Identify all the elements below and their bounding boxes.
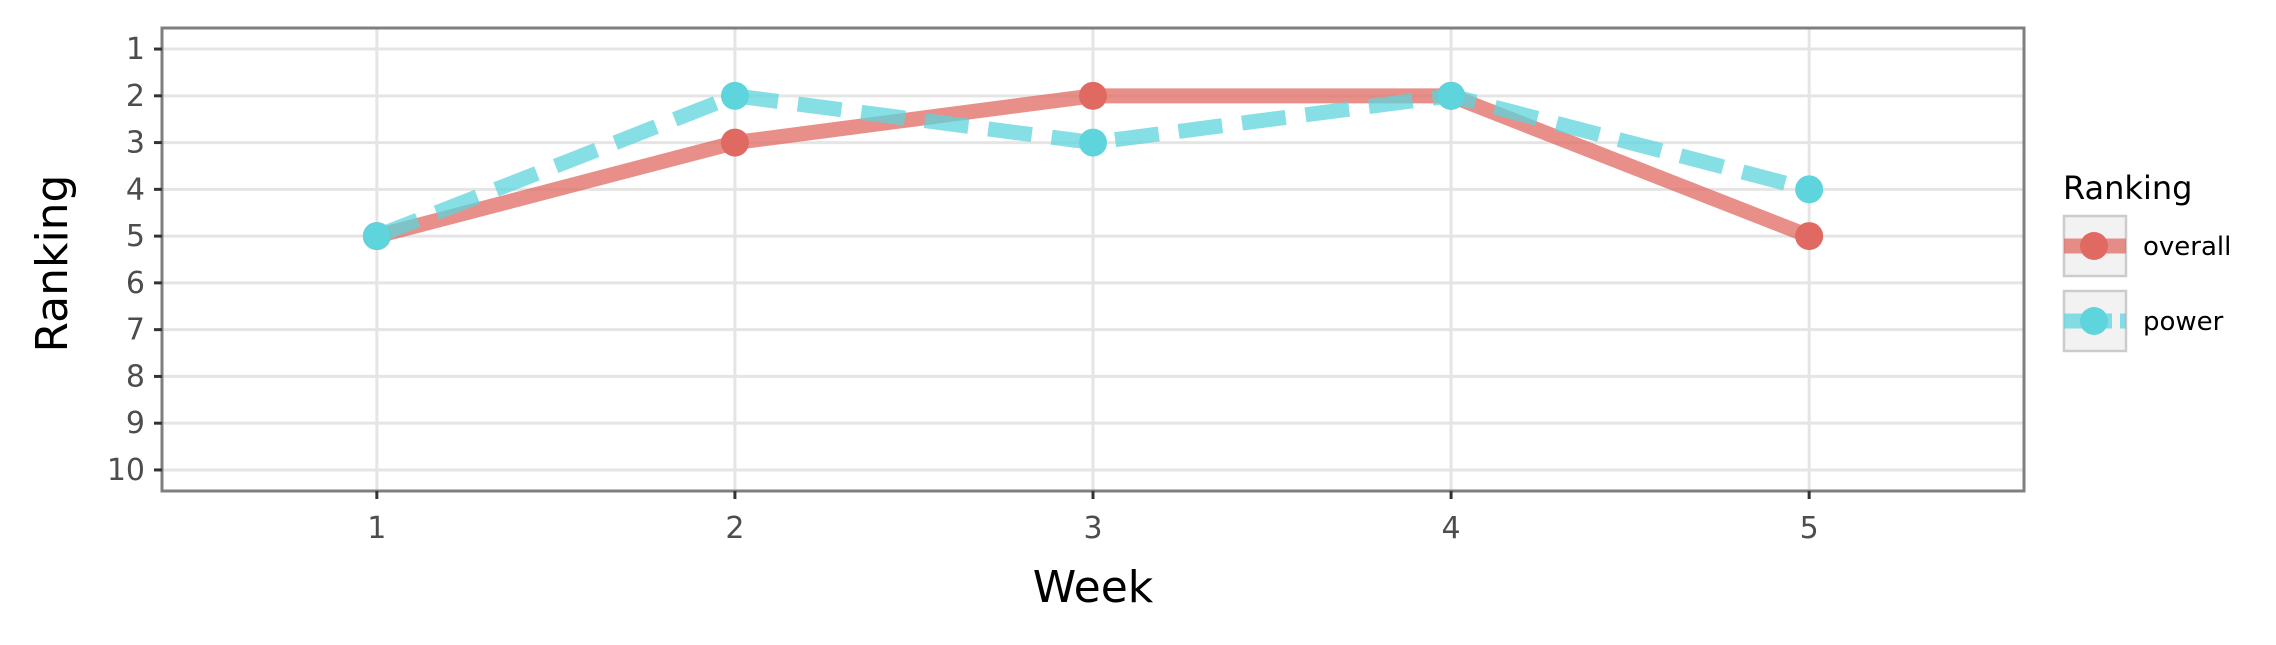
- data-point-overall: [1079, 81, 1107, 110]
- data-point-overall: [720, 128, 749, 157]
- y-tick-label: 3: [126, 126, 145, 161]
- legend-title: Ranking: [2063, 169, 2192, 207]
- x-tick-label: 3: [1083, 511, 1102, 546]
- data-point-overall: [1795, 222, 1824, 251]
- x-tick-label: 1: [367, 511, 386, 546]
- y-tick-label: 8: [126, 359, 145, 394]
- data-point-power: [362, 222, 391, 251]
- y-tick-label: 9: [126, 406, 145, 441]
- legend: Ranking overall power: [2062, 169, 2231, 353]
- data-point-power: [720, 81, 749, 110]
- x-axis-title: Week: [1033, 562, 1154, 613]
- legend-key-point-overall: [2080, 232, 2108, 260]
- legend-label-power: power: [2143, 307, 2224, 337]
- data-point-power: [1437, 81, 1466, 110]
- data-point-power: [1795, 175, 1824, 204]
- y-tick-label: 1: [126, 32, 145, 67]
- legend-label-overall: overall: [2143, 232, 2231, 262]
- axis-ticks: 1 2 3 4 5 6 7 8 9 10 1 2 3 4 5: [107, 32, 1819, 546]
- y-tick-label: 4: [126, 172, 145, 207]
- y-tick-label: 2: [126, 79, 145, 114]
- y-tick-label: 6: [126, 266, 145, 301]
- legend-key-point-power: [2080, 307, 2108, 335]
- x-tick-label: 5: [1800, 511, 1819, 546]
- y-axis-title: Ranking: [27, 175, 78, 353]
- x-tick-label: 4: [1442, 511, 1461, 546]
- y-tick-label: 7: [126, 313, 145, 348]
- y-tick-label: 5: [126, 219, 145, 254]
- x-tick-label: 2: [725, 511, 744, 546]
- series-points: [362, 81, 1824, 251]
- data-point-power: [1079, 128, 1107, 157]
- y-tick-label: 10: [107, 453, 145, 488]
